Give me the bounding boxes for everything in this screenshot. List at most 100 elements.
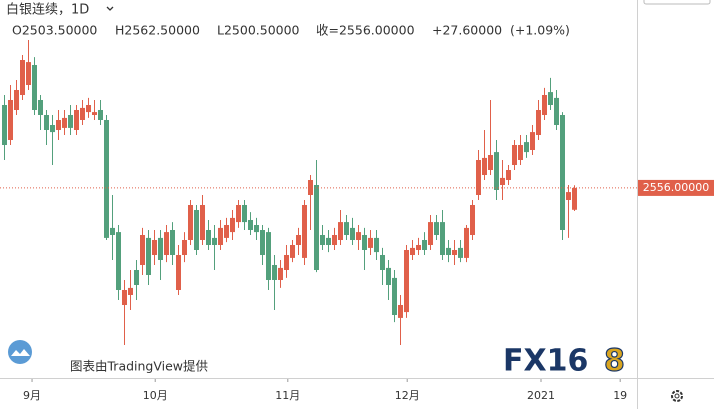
x-tick-label: 9月 (23, 389, 41, 402)
candle-body (428, 222, 433, 245)
candle-body (296, 235, 301, 245)
candle-body (26, 62, 31, 85)
settings-icon[interactable] (671, 390, 683, 402)
x-tick-label: 11月 (275, 389, 300, 402)
logo-eight: 8 (604, 344, 625, 379)
candle-body (284, 255, 289, 270)
candle-body (122, 290, 127, 305)
candle-body (470, 205, 475, 235)
candle-body (224, 225, 229, 238)
candle-body (332, 235, 337, 245)
legend-value: H2562.50000 (115, 23, 200, 38)
candle-body (530, 132, 535, 150)
candle-body (56, 120, 61, 130)
candle-body (206, 230, 211, 245)
candle-body (536, 110, 541, 135)
candle-body (482, 157, 487, 175)
candle-body (242, 205, 247, 223)
candle-body (386, 267, 391, 285)
candle-body (542, 95, 547, 115)
candle-body (20, 60, 25, 95)
candle-body (440, 222, 445, 255)
candle-body (2, 105, 7, 145)
candle-body (200, 205, 205, 240)
legend-value: 收=2556.00000 (316, 23, 415, 38)
candle-body (158, 237, 163, 260)
candle-body (230, 217, 235, 233)
candle-body (38, 100, 43, 115)
candle-body (212, 237, 217, 245)
candle-body (62, 117, 67, 128)
candle-body (278, 267, 283, 280)
candle-body (494, 152, 499, 190)
x-tick-label: 2021 (527, 389, 555, 402)
candle-body (458, 247, 463, 258)
candle-body (422, 240, 427, 250)
ohlc-legend: O2503.50000 H2562.50000 L2500.50000 收=2556.… (12, 23, 570, 38)
candle-body (380, 255, 385, 270)
candle-body (410, 247, 415, 255)
candle-body (86, 105, 91, 113)
candle-body (488, 155, 493, 170)
candle-body (416, 245, 421, 250)
candle-body (266, 232, 271, 280)
candle-body (500, 177, 505, 185)
candle-body (362, 235, 367, 250)
candle-body (560, 115, 565, 230)
candle-body (404, 250, 409, 313)
logo-mark (11, 349, 30, 356)
candle-body (218, 227, 223, 245)
gear[interactable] (671, 390, 683, 402)
candle-body (50, 125, 55, 133)
candle-body (368, 237, 373, 248)
candle-body (308, 180, 313, 195)
candle-body (512, 145, 517, 165)
x-tick-label: 12月 (395, 389, 420, 402)
symbol-title[interactable]: 白银连续，1D (6, 2, 89, 18)
x-tick-label: 19 (613, 389, 627, 402)
candle-body (566, 192, 571, 200)
candle-body (446, 247, 451, 255)
candle-body (32, 65, 37, 110)
candle-body (134, 270, 139, 285)
candle-body (182, 240, 187, 255)
candle-body (338, 222, 343, 240)
candle-body (350, 227, 355, 240)
candles (2, 40, 577, 345)
candle-body (68, 115, 73, 128)
candle-body (248, 220, 253, 230)
candle-body (302, 205, 307, 258)
chevron[interactable] (106, 6, 114, 11)
candle-body (356, 232, 361, 240)
watermark: 图表由TradingView提供 (70, 359, 208, 374)
candle-body (8, 100, 13, 140)
candle-body (320, 235, 325, 245)
candle-body (452, 250, 457, 255)
candle-body (14, 90, 19, 110)
logo-circle (8, 340, 32, 364)
candle-body (254, 225, 259, 233)
axis-box (643, 0, 711, 5)
candle-body (104, 120, 109, 238)
candle-body (116, 232, 121, 290)
legend-value: L2500.50000 (217, 23, 300, 38)
candle-body (314, 185, 319, 270)
candle-body (80, 107, 85, 120)
candle-body (572, 187, 577, 210)
last-price-label: 2556.00000 (643, 181, 709, 194)
candle-body (92, 112, 97, 115)
legend-value: (+1.09%) (510, 23, 570, 38)
candle-body (506, 170, 511, 180)
candle-body (140, 235, 145, 265)
candle-body (128, 287, 133, 295)
candle-body (152, 240, 157, 255)
last-price-tag (638, 179, 714, 196)
candle-body (374, 237, 379, 253)
candle-body (464, 227, 469, 258)
candle-body (236, 205, 241, 223)
candle-body (194, 210, 199, 250)
tv-logo (8, 340, 32, 364)
gear-hub[interactable] (674, 393, 680, 399)
candle-body (176, 255, 181, 290)
